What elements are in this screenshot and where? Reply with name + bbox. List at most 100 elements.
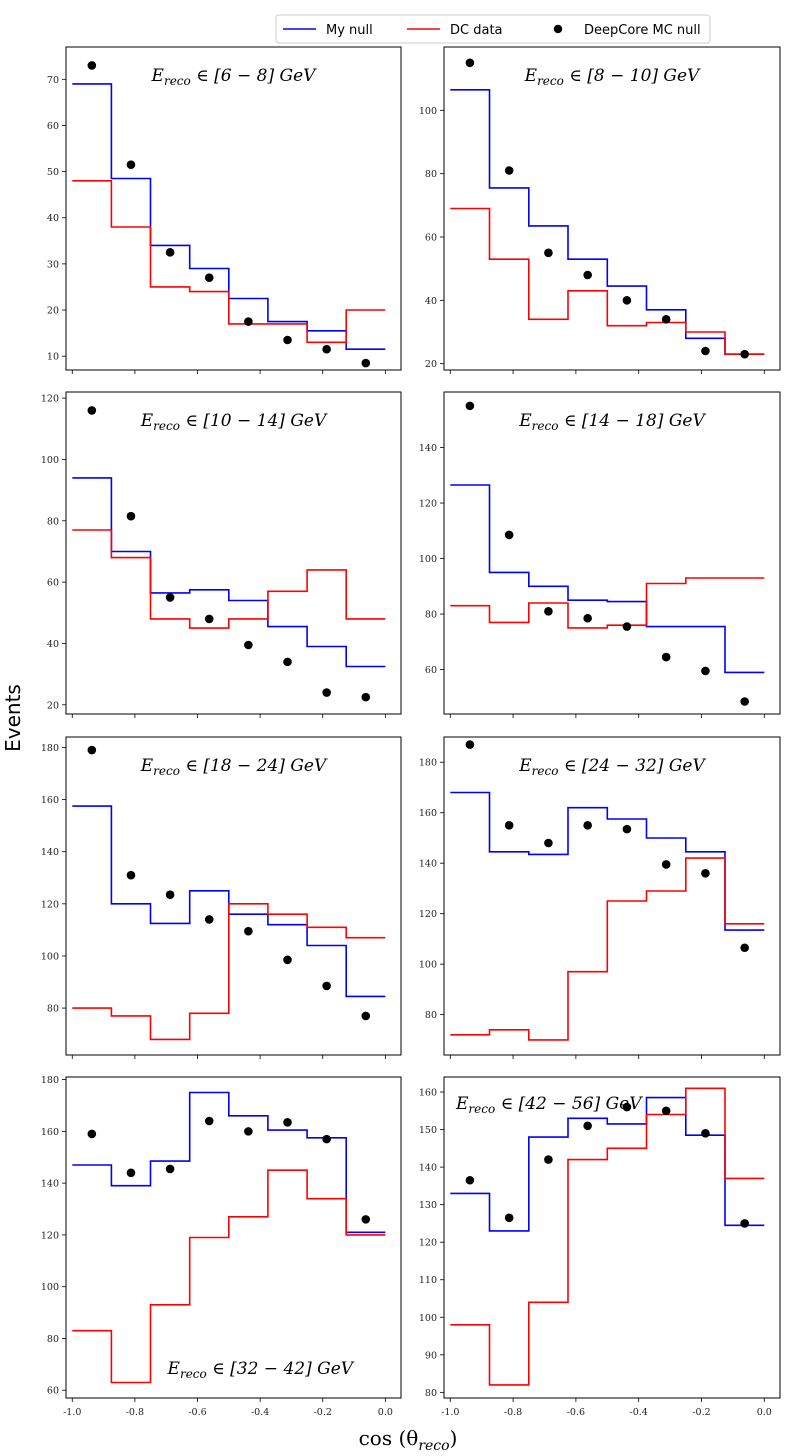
panel-8-frame <box>443 1076 781 1399</box>
y-tick-label: 90 <box>425 1350 437 1361</box>
deepcore-mc-null-point <box>740 943 749 953</box>
deepcore-mc-null-point <box>661 315 671 324</box>
x-tick-label: -1.0 <box>63 1407 81 1418</box>
deepcore-mc-null-point <box>204 273 214 283</box>
deepcore-mc-null-point <box>361 1215 371 1224</box>
y-tick-label: 140 <box>419 1163 437 1174</box>
series-my-null-step <box>450 791 765 931</box>
panel-6-frame <box>443 736 781 1056</box>
y-tick-label: 40 <box>425 296 437 307</box>
y-tick-label: 60 <box>47 1386 59 1397</box>
y-tick-label: 100 <box>419 960 437 971</box>
y-tick-label: 160 <box>419 808 437 819</box>
y-tick-label: 160 <box>41 1127 59 1138</box>
legend-label-my-null: My null <box>326 23 373 38</box>
deepcore-mc-null-point <box>126 511 136 521</box>
panel-7: 60 80 100 120 140 160 180 -1.0 -0.8 -0.6 -0.4 -0.2 0… <box>41 1075 402 1418</box>
panel-8: 80 90 100 110 120 130 140 150 160 -1.0 -0.8 -0.6 -0.… <box>419 1076 781 1418</box>
deepcore-mc-null-point <box>322 688 331 697</box>
y-tick-label: 140 <box>419 443 437 454</box>
deepcore-mc-null-point <box>622 296 632 305</box>
y-tick-label: 120 <box>41 899 59 910</box>
deepcore-mc-null-point <box>622 1102 632 1112</box>
x-tick-label: -0.8 <box>504 1407 522 1418</box>
y-tick-label: 20 <box>425 359 437 370</box>
deepcore-mc-null-point <box>583 821 592 830</box>
panel-1-frame <box>65 46 402 371</box>
panel-4-title: Ereco ∈ [14 − 18] GeV <box>518 411 706 433</box>
panel-7-frame <box>65 1076 402 1399</box>
deepcore-mc-null-point <box>244 926 253 936</box>
series-dc-data-step <box>450 207 765 355</box>
y-tick-label: 140 <box>41 847 59 858</box>
panel-3: 20 40 60 80 100 120 Ereco ∈ [10 − 14] GeV <box>41 391 402 718</box>
series-my-null-step <box>450 89 765 355</box>
y-tick-label: 80 <box>425 1388 437 1399</box>
deepcore-mc-null-point <box>465 740 475 749</box>
deepcore-mc-null-point <box>465 1175 475 1185</box>
deepcore-mc-null-point <box>283 657 292 667</box>
deepcore-mc-null-point <box>701 346 710 356</box>
deepcore-mc-null-point <box>504 166 514 175</box>
x-tick-label: 0.0 <box>757 1407 772 1418</box>
deepcore-mc-null-point <box>204 614 214 624</box>
series-dc-data-step <box>450 857 765 1041</box>
y-tick-label: 140 <box>419 859 437 870</box>
panel-5-title: Ereco ∈ [18 − 24] GeV <box>140 756 328 778</box>
panel-4: 60 80 100 120 140 Ereco ∈ [14 − 18] GeV <box>419 391 781 718</box>
deepcore-mc-null-point <box>740 1219 749 1228</box>
y-tick-label: 70 <box>47 75 59 86</box>
x-tick-label: -0.4 <box>630 1407 648 1418</box>
panel-6: 80 100 120 140 160 180 Ereco ∈ [24 − 32] GeV <box>419 736 781 1059</box>
deepcore-mc-null-point <box>244 640 253 650</box>
deepcore-mc-null-point <box>204 1116 214 1126</box>
deepcore-mc-null-point <box>126 160 136 169</box>
deepcore-mc-null-point <box>165 248 175 257</box>
y-tick-label: 50 <box>47 167 59 178</box>
y-tick-label: 120 <box>41 1230 59 1241</box>
y-tick-label: 80 <box>425 610 437 621</box>
deepcore-mc-null-point <box>544 606 553 616</box>
panel-5-frame <box>65 736 402 1056</box>
y-tick-label: 80 <box>425 169 437 180</box>
deepcore-mc-null-point <box>165 593 175 602</box>
legend-label-deepcore-mc-null: DeepCore MC null <box>584 23 701 38</box>
y-tick-label: 10 <box>47 352 59 363</box>
panel-2-frame <box>443 46 781 371</box>
y-tick-label: 30 <box>47 259 59 270</box>
deepcore-mc-null-point <box>504 530 514 540</box>
deepcore-mc-null-point <box>701 1129 710 1138</box>
deepcore-mc-null-point <box>87 1129 97 1139</box>
deepcore-mc-null-point <box>740 697 749 706</box>
y-tick-label: 100 <box>419 1313 437 1324</box>
panel-6-title: Ereco ∈ [24 − 32] GeV <box>518 756 706 778</box>
deepcore-mc-null-point <box>126 1168 136 1178</box>
series-dc-data-step <box>72 903 386 1041</box>
series-dc-data-step <box>450 577 765 629</box>
panel-8-title: Ereco ∈ [42 − 56] GeV <box>455 1094 643 1116</box>
y-tick-label: 80 <box>47 1004 59 1015</box>
deepcore-mc-null-point <box>740 349 749 359</box>
y-tick-label: 120 <box>419 909 437 920</box>
deepcore-mc-null-point <box>87 61 97 70</box>
deepcore-mc-null-point <box>204 915 214 924</box>
series-my-null-step <box>72 805 386 998</box>
legend: My null DC data DeepCore MC null <box>275 14 711 44</box>
panel-2-title: Ereco ∈ [8 − 10] GeV <box>524 66 701 88</box>
y-tick-label: 180 <box>41 1075 59 1086</box>
deepcore-mc-null-point <box>544 838 553 848</box>
panels-grid: 10 20 30 40 50 60 70 Ereco ∈ [6 − 8] GeV 20 40 60 8… <box>41 46 781 1418</box>
x-tick-label: -0.6 <box>188 1407 206 1418</box>
y-tick-label: 80 <box>425 1010 437 1021</box>
deepcore-mc-null-point <box>701 666 710 676</box>
x-tick-label: -0.4 <box>251 1407 269 1418</box>
y-tick-label: 110 <box>419 1275 437 1286</box>
deepcore-mc-null-point <box>283 955 292 965</box>
deepcore-mc-null-point <box>465 401 475 411</box>
y-tick-label: 40 <box>47 213 59 224</box>
deepcore-mc-null-point <box>244 317 253 326</box>
deepcore-mc-null-point <box>504 821 514 830</box>
deepcore-mc-null-point <box>283 335 292 345</box>
deepcore-mc-null-point <box>583 1121 592 1131</box>
